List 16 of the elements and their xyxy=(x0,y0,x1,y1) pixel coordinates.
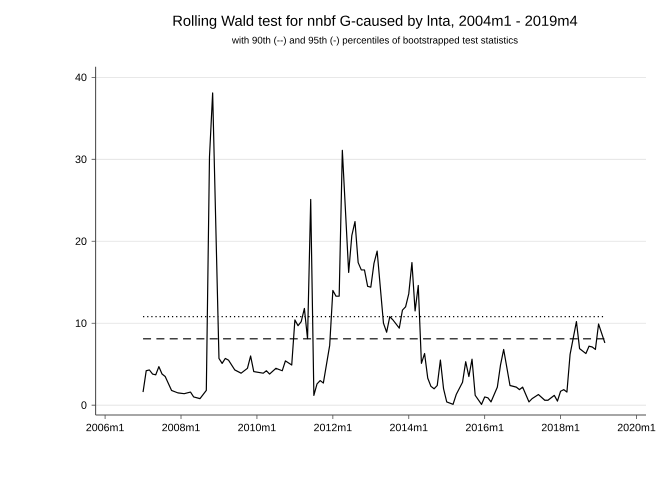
y-tick-label: 40 xyxy=(75,74,86,82)
chart-title: Rolling Wald test for nnbf G-caused by lnta, 2004m1 - 2019m4 xyxy=(173,15,578,29)
line-series xyxy=(142,92,606,405)
x-tick-label: 2016m1 xyxy=(466,424,504,432)
x-tick-label: 2008m1 xyxy=(162,424,200,432)
x-tick-label: 2006m1 xyxy=(86,424,124,432)
x-tick-label: 2014m1 xyxy=(390,424,428,432)
chart-subtitle: with 90th (--) and 95th (-) percentiles of bootstrapped test statistics xyxy=(232,36,518,46)
y-tick-label: 0 xyxy=(81,401,86,409)
y-tick-label: 20 xyxy=(76,237,86,246)
x-tick-label: 2012m1 xyxy=(314,424,352,432)
y-tick-label: 10 xyxy=(76,319,86,327)
y-tick-label: 30 xyxy=(75,156,86,164)
x-tick-label: 2010m1 xyxy=(238,424,276,432)
x-tick-label: 2020m1 xyxy=(618,424,656,432)
x-tick-label: 2018m1 xyxy=(542,424,580,432)
